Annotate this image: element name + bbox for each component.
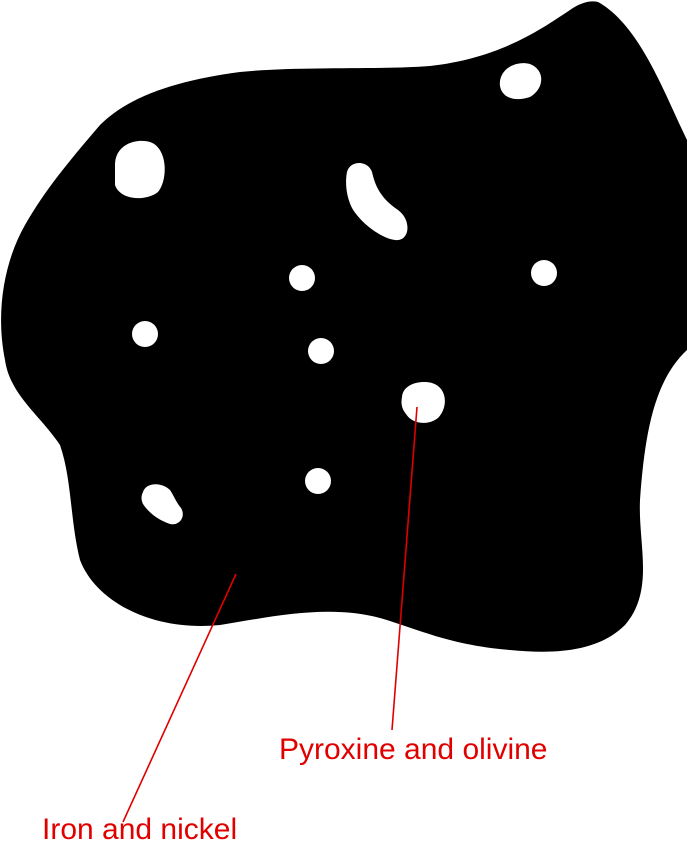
inclusion-dot-1 bbox=[289, 265, 315, 291]
meteorite-body bbox=[1, 1, 687, 652]
inclusion-top-left bbox=[115, 140, 165, 199]
inclusions bbox=[115, 63, 557, 525]
inclusion-top-right bbox=[499, 63, 542, 100]
inclusion-dot-2 bbox=[531, 260, 557, 286]
pyroxine-leader-line bbox=[391, 406, 418, 731]
inclusion-bottom-left bbox=[141, 484, 183, 525]
iron-leader-line bbox=[122, 573, 237, 823]
inclusion-curved bbox=[346, 163, 408, 241]
inclusion-dot-5 bbox=[305, 468, 331, 494]
inclusion-pointed bbox=[401, 382, 445, 423]
iron-nickel-label: Iron and nickel bbox=[42, 813, 238, 846]
pyroxine-olivine-label: Pyroxine and olivine bbox=[279, 733, 548, 766]
inclusion-dot-4 bbox=[308, 338, 334, 364]
inclusion-dot-3 bbox=[132, 321, 158, 347]
